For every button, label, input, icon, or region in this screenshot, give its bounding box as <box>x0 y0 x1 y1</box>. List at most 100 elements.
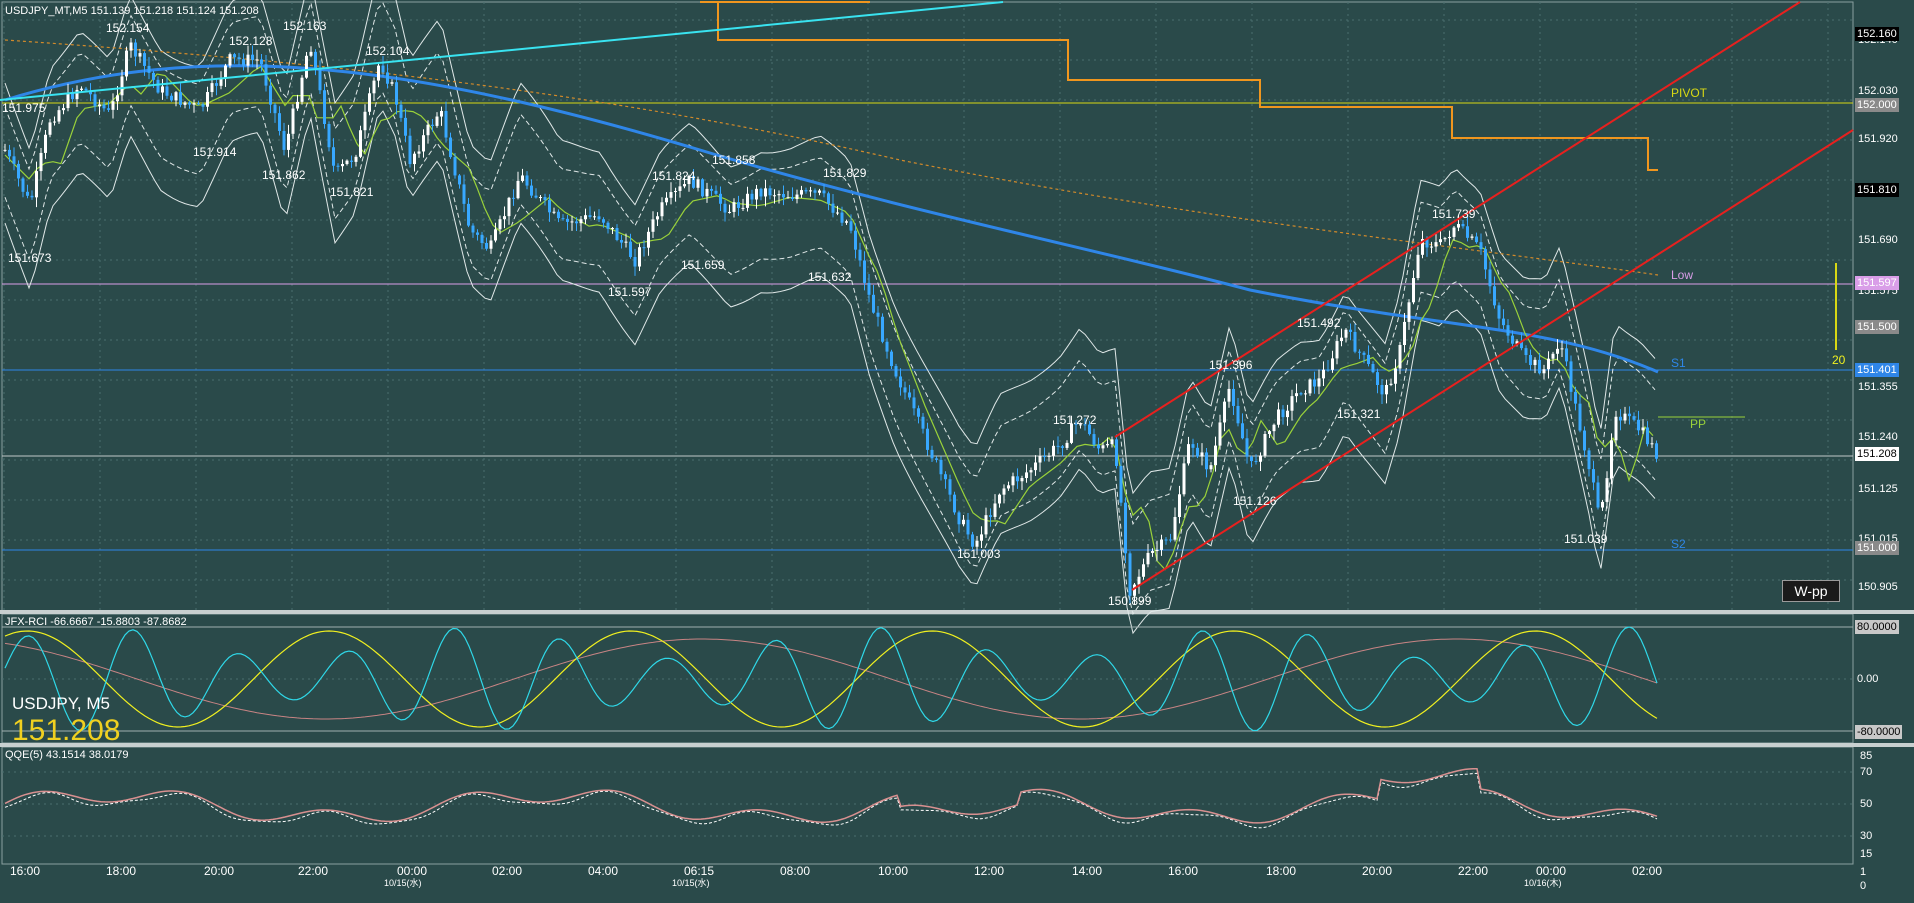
candle-body <box>179 92 182 105</box>
candle-body <box>1380 385 1384 395</box>
candle-body <box>242 59 245 66</box>
candle-body <box>1416 254 1420 279</box>
candle-body <box>1047 455 1051 457</box>
candle-body <box>134 42 137 57</box>
candle-body <box>251 54 254 60</box>
time-axis-tick: 22:00 <box>1458 864 1489 878</box>
trendlines[interactable] <box>0 1 1854 591</box>
candle-body <box>93 94 97 107</box>
candle-body <box>552 211 556 213</box>
candle-body <box>30 195 34 198</box>
candle-body <box>845 221 848 223</box>
candle-body <box>21 178 25 192</box>
candle-body <box>332 147 335 166</box>
candle-body <box>1272 424 1276 432</box>
price-tag: 151.401 <box>1855 363 1899 377</box>
candle-body <box>1110 439 1114 445</box>
candle-body <box>665 197 668 203</box>
candle-body <box>1362 352 1366 355</box>
candle-body <box>1596 482 1600 508</box>
candle-body <box>1254 461 1258 463</box>
rci-short-line <box>4 626 1658 732</box>
price-label: 152.154 <box>106 21 150 35</box>
candle-body <box>908 392 911 398</box>
bollinger-bands <box>4 0 1656 635</box>
price-tag: 151.000 <box>1855 541 1899 555</box>
candle-body <box>642 247 646 249</box>
candle-body <box>408 135 412 165</box>
candle-body <box>1623 413 1627 421</box>
candle-body <box>881 316 884 342</box>
candle-body <box>867 282 871 295</box>
s2-label: S2 <box>1671 537 1686 551</box>
candle-body <box>138 53 142 57</box>
candle-body <box>489 240 493 249</box>
candle-body <box>557 211 560 219</box>
candle-body <box>282 130 286 150</box>
candle-body <box>1403 321 1406 346</box>
price-label: 151.126 <box>1233 494 1277 508</box>
time-axis-tick: 00:00 <box>397 864 428 878</box>
candle-body <box>566 218 569 222</box>
low-label: Low <box>1671 268 1694 282</box>
wpp-button[interactable]: W-pp <box>1782 580 1840 602</box>
candle-body <box>723 203 727 213</box>
candle-body <box>507 197 511 217</box>
candle-body <box>215 83 218 86</box>
candle-body <box>1218 422 1222 446</box>
candle-body <box>1128 553 1132 596</box>
price-label: 151.659 <box>681 258 725 272</box>
candle-body <box>390 82 394 84</box>
candle-body <box>746 193 749 208</box>
candle-body <box>161 86 164 93</box>
candle-body <box>1619 416 1622 421</box>
candle-body <box>188 102 191 105</box>
candle-body <box>1547 358 1550 370</box>
rci-axis-tick: 80.0000 <box>1855 620 1899 634</box>
candle-body <box>1578 403 1582 431</box>
candle-body <box>363 111 367 131</box>
candle-body <box>1583 430 1586 451</box>
candle-body <box>1358 351 1361 353</box>
time-axis-tick: 02:00 <box>492 864 523 878</box>
price-axis-tick: 151.240 <box>1858 431 1898 443</box>
price-label: 151.975 <box>2 101 46 115</box>
candle-body <box>1151 551 1154 553</box>
candle-body <box>1002 488 1006 495</box>
pp-label: PP <box>1690 417 1707 431</box>
candle-body <box>1016 476 1019 482</box>
rci-mid-line <box>4 630 1658 728</box>
candle-body <box>1457 224 1460 228</box>
candle-body <box>233 54 236 58</box>
candle-body <box>66 93 70 109</box>
candle-body <box>597 216 601 220</box>
candle-body <box>1029 470 1033 473</box>
candle-body <box>1061 446 1064 448</box>
candle-body <box>1119 465 1123 503</box>
candle-body <box>165 86 169 96</box>
candle-body <box>1529 355 1532 366</box>
candle-body <box>1079 424 1082 426</box>
candle-body <box>939 459 943 475</box>
candle-body <box>480 234 484 243</box>
candle-body <box>359 130 362 157</box>
candlesticks[interactable] <box>3 37 1659 605</box>
candle-body <box>1245 438 1249 457</box>
bb-lower-1 <box>4 90 1656 616</box>
candle-body <box>863 260 866 283</box>
candle-body <box>107 108 110 110</box>
candle-body <box>318 68 322 91</box>
candle-body <box>809 190 812 192</box>
candle-body <box>813 190 817 193</box>
candle-body <box>237 57 241 60</box>
candle-body <box>521 175 524 181</box>
candle-body <box>1430 246 1433 248</box>
candle-body <box>503 216 506 220</box>
pivot-label: PIVOT <box>1671 86 1708 100</box>
candle-body <box>1052 445 1055 456</box>
candle-body <box>219 78 223 86</box>
time-axis-tick: 08:00 <box>780 864 811 878</box>
candle-body <box>314 51 317 69</box>
time-axis-tick: 18:00 <box>1266 864 1297 878</box>
